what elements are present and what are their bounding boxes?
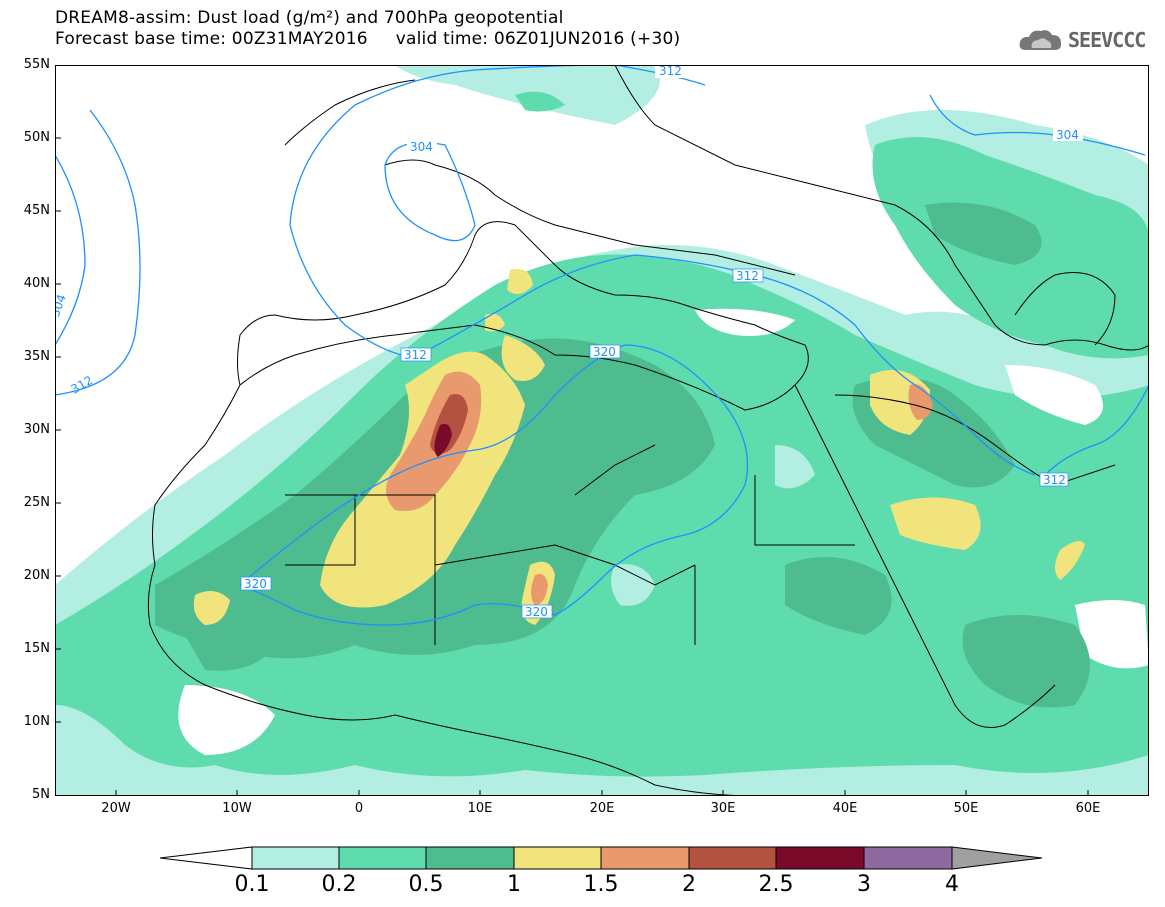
lon-label-20w: 20W (101, 801, 131, 816)
svg-text:312: 312 (404, 348, 427, 362)
legend-label-4: 4 (945, 872, 959, 897)
legend-swatch-1 (513, 846, 602, 870)
lat-label-45n: 45N (23, 203, 50, 218)
contour-label-312-east: 312 (732, 268, 764, 283)
svg-text:320: 320 (525, 605, 548, 619)
contour-label-312-top: 312 (655, 65, 685, 78)
svg-text:320: 320 (244, 577, 267, 591)
svg-text:312: 312 (659, 65, 682, 78)
lon-label-10e: 10E (467, 801, 493, 816)
legend-label-1.5: 1.5 (583, 872, 619, 897)
chart-title-line2: Forecast base time: 00Z31MAY2016 valid t… (55, 29, 681, 49)
lon-label-0: 0 (354, 801, 364, 816)
svg-text:312: 312 (1043, 473, 1066, 487)
legend-swatch-0.1 (251, 846, 340, 870)
contour-label-320-north: 320 (589, 344, 621, 359)
lat-label-30n: 30N (23, 422, 50, 437)
lon-label-20e: 20E (589, 801, 615, 816)
cloud-logo-icon (1019, 30, 1062, 50)
lat-label-35n: 35N (23, 349, 50, 364)
lat-label-10n: 10N (23, 714, 50, 729)
legend-swatch-above-4 (951, 846, 1043, 870)
legend-swatch-0.2 (338, 846, 427, 870)
legend-label-3: 3 (857, 872, 871, 897)
legend-label-0.2: 0.2 (321, 872, 357, 897)
color-bar-legend (160, 846, 1043, 870)
contour-label-320-west: 320 (240, 576, 272, 591)
lon-label-30e: 30E (710, 801, 736, 816)
lon-label-60e: 60E (1075, 801, 1101, 816)
svg-text:304: 304 (1056, 128, 1079, 142)
coastlines-and-borders (147, 65, 1149, 796)
lon-label-10w: 10W (222, 801, 252, 816)
lat-label-40n: 40N (23, 276, 50, 291)
legend-swatch-0.5 (425, 846, 515, 870)
legend-label-0.5: 0.5 (408, 872, 444, 897)
svg-text:304: 304 (410, 140, 433, 154)
legend-swatch-1.5 (600, 846, 690, 870)
chart-title-line1: DREAM8-assim: Dust load (g/m²) and 700hP… (55, 8, 564, 28)
axis-ticks (55, 137, 1089, 796)
seevccc-logo: SEEVCCC (1018, 26, 1158, 56)
contour-label-312-med: 312 (400, 347, 432, 362)
legend-swatch-2.5 (775, 846, 865, 870)
lon-label-40e: 40E (832, 801, 858, 816)
lat-label-15n: 15N (23, 641, 50, 656)
legend-label-2: 2 (682, 872, 696, 897)
contour-label-304-west: 304 (407, 140, 437, 154)
svg-text:312: 312 (736, 269, 759, 283)
svg-text:320: 320 (593, 345, 616, 359)
lat-label-50n: 50N (23, 130, 50, 145)
logo-text: SEEVCCC (1068, 28, 1146, 52)
contour-label-312-gulf: 312 (1039, 472, 1069, 487)
legend-swatch-2 (688, 846, 777, 870)
legend-label-0.1: 0.1 (234, 872, 270, 897)
legend-swatch-below-0.1 (160, 846, 253, 870)
legend-label-2.5: 2.5 (758, 872, 794, 897)
legend-swatch-3 (863, 846, 953, 870)
lon-label-50e: 50E (953, 801, 979, 816)
geopotential-contours (55, 65, 1149, 626)
lat-label-20n: 20N (23, 568, 50, 583)
legend-label-1: 1 (507, 872, 521, 897)
lat-label-55n: 55N (23, 57, 50, 72)
dust-2.5-layer (434, 423, 452, 457)
contour-label-320-center: 320 (521, 604, 553, 619)
contour-label-304-east: 304 (1053, 128, 1083, 142)
lat-label-25n: 25N (23, 495, 50, 510)
dust-load-map: 312 304 304 304 312 312 312 312 320 320 … (55, 65, 1149, 796)
lat-label-5n: 5N (32, 787, 50, 802)
